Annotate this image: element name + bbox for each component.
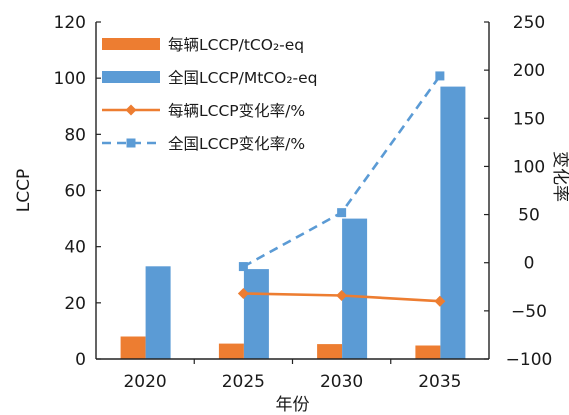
point-per-vehicle-rate-2035 [434,295,446,307]
y2-tick-label-0: 0 [524,254,535,274]
point-per-vehicle-rate-2025 [237,288,249,300]
bar-per-vehicle-2035 [415,345,441,359]
y-tick-label-80: 80 [64,125,86,145]
legend-marker-national-rate [126,138,136,148]
bar-national-2020 [145,266,171,359]
legend-swatch-national [102,71,160,83]
bar-per-vehicle-2025 [218,343,244,359]
bar-national-2035 [440,86,466,359]
y2-tick-label-50: 50 [518,206,540,226]
legend-label-national-rate: 全国LCCP变化率/% [168,135,305,153]
y-tick-label-20: 20 [64,294,86,314]
y-axis-title: LCCP [14,169,34,212]
x-tick-label-2035: 2035 [418,372,461,392]
bar-national-2030 [342,218,368,359]
y2-axis-title: 变化率 [550,151,569,202]
y2-tick-label-150: 150 [513,109,545,129]
point-national-rate-2035 [435,71,445,81]
x-tick-label-2020: 2020 [123,372,166,392]
bars-layer [120,86,466,359]
x-tick-label-2025: 2025 [222,372,265,392]
legend-marker-per-vehicle-rate [125,104,137,116]
y-tick-label-100: 100 [54,69,86,89]
legend-label-per-vehicle: 每辆LCCP/tCO₂-eq [168,36,304,54]
point-per-vehicle-rate-2030 [336,289,348,301]
y-tick-label-60: 60 [64,182,86,202]
point-national-rate-2025 [238,262,248,272]
axes-layer: 0 20 40 60 80 100 120 −100 −50 0 50 100 150 200 250 202… [54,13,553,392]
x-tick-label-2030: 2030 [320,372,363,392]
y2-tick-label--50: −50 [511,302,547,322]
legend-label-national: 全国LCCP/MtCO₂-eq [168,69,318,87]
bar-per-vehicle-2020 [120,336,146,359]
y2-tick-label-250: 250 [513,13,545,33]
y2-tick-label-100: 100 [513,157,545,177]
y-tick-label-0: 0 [75,350,86,370]
lines-layer [237,71,446,307]
legend: 每辆LCCP/tCO₂-eq 全国LCCP/MtCO₂-eq 每辆LCCP变化率/%… [102,36,318,153]
y2-tick-label-200: 200 [513,61,545,81]
x-axis-title: 年份 [276,395,310,415]
y-tick-label-40: 40 [64,238,86,258]
bar-national-2025 [243,269,269,359]
legend-label-per-vehicle-rate: 每辆LCCP变化率/% [168,102,305,120]
legend-swatch-per-vehicle [102,38,160,50]
y2-tick-label--100: −100 [506,350,553,370]
y-tick-label-120: 120 [54,13,86,33]
point-national-rate-2030 [337,208,347,218]
bar-per-vehicle-2030 [317,344,343,359]
